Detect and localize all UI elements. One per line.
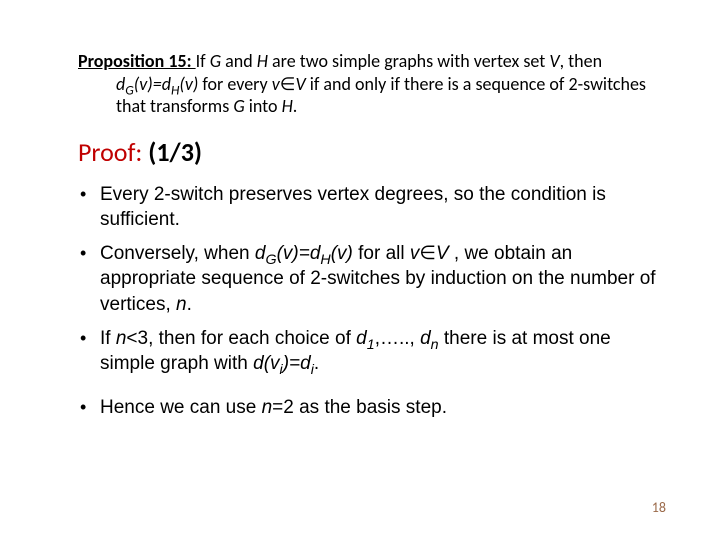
list-item: Hence we can use n=2 as the basis step. — [78, 395, 660, 421]
proposition-line: Proposition 15: If G and H are two simpl… — [78, 50, 660, 118]
proof-heading: Proof: (1/3) — [78, 136, 660, 168]
list-item: Conversely, when dG(v)=dH(v) for all v∈V… — [78, 241, 660, 318]
list-item: Every 2-switch preserves vertex degrees,… — [78, 182, 660, 233]
bullet-spacer — [78, 385, 660, 395]
slide: Proposition 15: If G and H are two simpl… — [0, 0, 720, 540]
list-item: If n<3, then for each choice of d1,….., … — [78, 326, 660, 377]
proof-heading-prefix: Proof: — [78, 136, 142, 168]
proposition-text: If G and H are two simple graphs with ve… — [116, 50, 646, 117]
page-number: 18 — [652, 499, 666, 516]
proof-bullets: Every 2-switch preserves vertex degrees,… — [78, 182, 660, 421]
proof-heading-part: (1/3) — [148, 136, 202, 168]
proposition-block: Proposition 15: If G and H are two simpl… — [78, 50, 660, 118]
proposition-label: Proposition 15: — [78, 50, 196, 72]
